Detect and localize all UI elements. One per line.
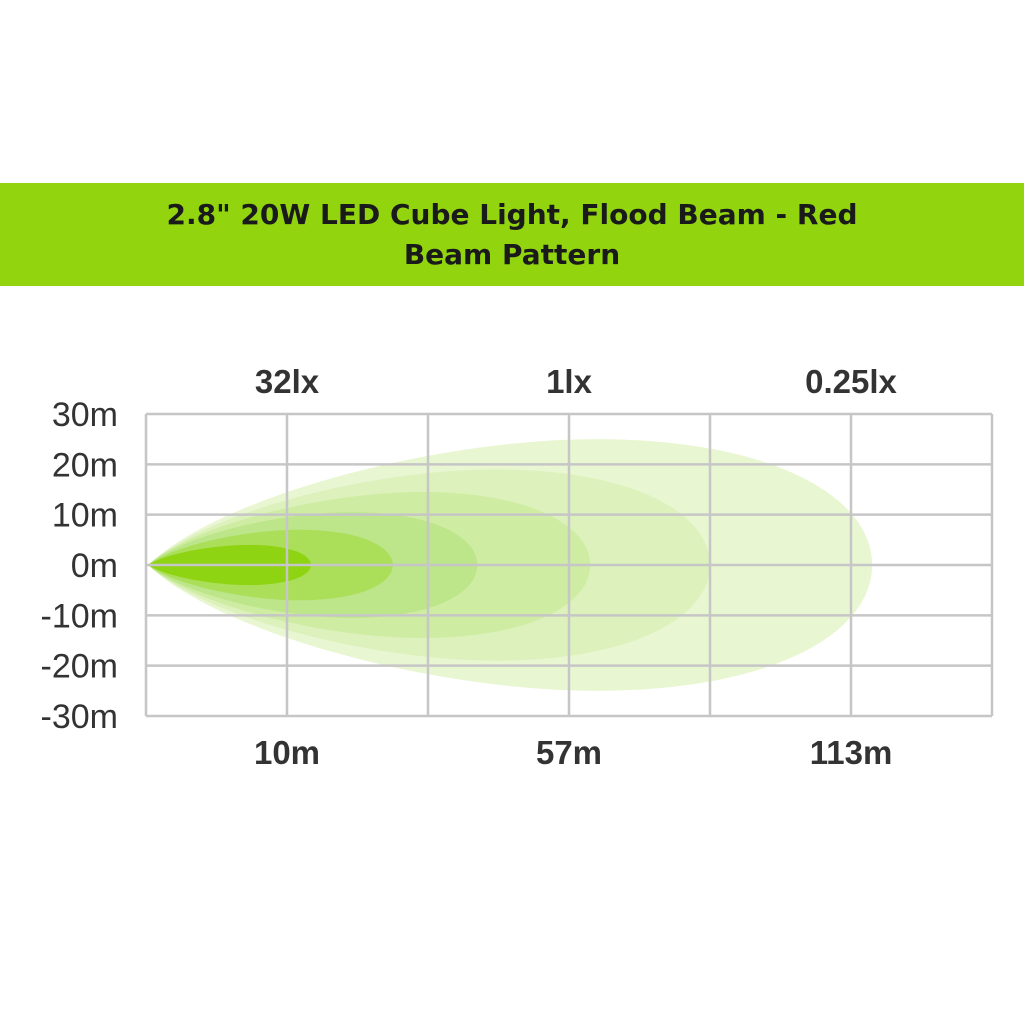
y-axis-ticks: 30m 20m 10m 0m -10m -20m -30m (41, 396, 118, 736)
y-tick-label: 0m (71, 547, 118, 585)
chart-title-line-1: 2.8" 20W LED Cube Light, Flood Beam - Re… (166, 197, 858, 231)
y-tick-label: -10m (41, 597, 118, 635)
distance-label: 113m (810, 734, 893, 771)
distance-labels: 10m 57m 113m (254, 734, 892, 771)
distance-label: 10m (254, 734, 320, 771)
lux-label: 1lx (546, 363, 593, 400)
chart-title-line-2: Beam Pattern (403, 237, 621, 271)
y-tick-label: 30m (52, 396, 118, 434)
y-tick-label: 20m (52, 446, 118, 484)
y-tick-label: -20m (41, 648, 118, 686)
y-tick-label: -30m (41, 698, 118, 736)
chart-grid (144, 412, 994, 718)
lux-labels: 32lx 1lx 0.25lx (255, 363, 898, 400)
lux-label: 0.25lx (805, 363, 897, 400)
distance-label: 57m (536, 734, 602, 771)
lux-label: 32lx (255, 363, 320, 400)
title-banner: 2.8" 20W LED Cube Light, Flood Beam - Re… (0, 183, 1024, 286)
y-tick-label: 10m (52, 497, 118, 535)
